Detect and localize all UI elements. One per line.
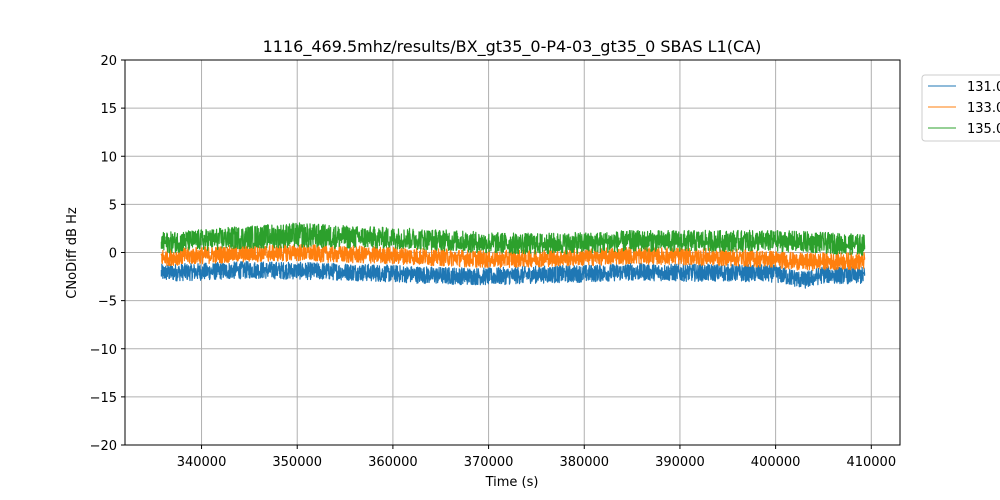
- legend-label-133.0: 133.0: [967, 101, 1000, 116]
- x-tick-label: 370000: [464, 455, 514, 470]
- legend: 131.0 133.0 135.0: [921, 74, 1000, 142]
- x-axis-label: Time (s): [485, 475, 539, 490]
- legend-label-135.0: 135.0: [967, 122, 1000, 137]
- y-tick-label: −20: [90, 439, 117, 454]
- x-tick-label: 390000: [655, 455, 705, 470]
- x-ticks: 340000 350000 360000 370000 380000 390000 4000…: [177, 445, 896, 470]
- x-tick-label: 410000: [846, 455, 896, 470]
- legend-label-131.0: 131.0: [967, 80, 1000, 95]
- y-tick-label: 20: [100, 54, 117, 69]
- y-tick-label: 10: [100, 150, 117, 165]
- series-line-135.0: [160, 222, 866, 256]
- series-line-131.0: [160, 260, 866, 289]
- y-tick-label: 15: [100, 102, 117, 117]
- y-tick-label: 0: [109, 247, 117, 262]
- y-tick-label: −15: [90, 391, 117, 406]
- series-layer: [160, 222, 866, 289]
- legend-box: [921, 74, 1000, 142]
- x-tick-label: 360000: [368, 455, 418, 470]
- chart-title: 1116_469.5mhz/results/BX_gt35_0-P4-03_gt…: [263, 37, 762, 57]
- y-ticks: −20 −15 −10 −5 0 5 10 15 20: [90, 54, 125, 454]
- y-axis-label: CNoDiff dB Hz: [65, 207, 80, 299]
- y-tick-label: −5: [98, 295, 117, 310]
- x-tick-label: 340000: [177, 455, 227, 470]
- x-tick-label: 380000: [559, 455, 609, 470]
- x-tick-label: 350000: [272, 455, 322, 470]
- y-tick-label: −10: [90, 343, 117, 358]
- x-tick-label: 400000: [751, 455, 801, 470]
- y-tick-label: 5: [109, 198, 117, 213]
